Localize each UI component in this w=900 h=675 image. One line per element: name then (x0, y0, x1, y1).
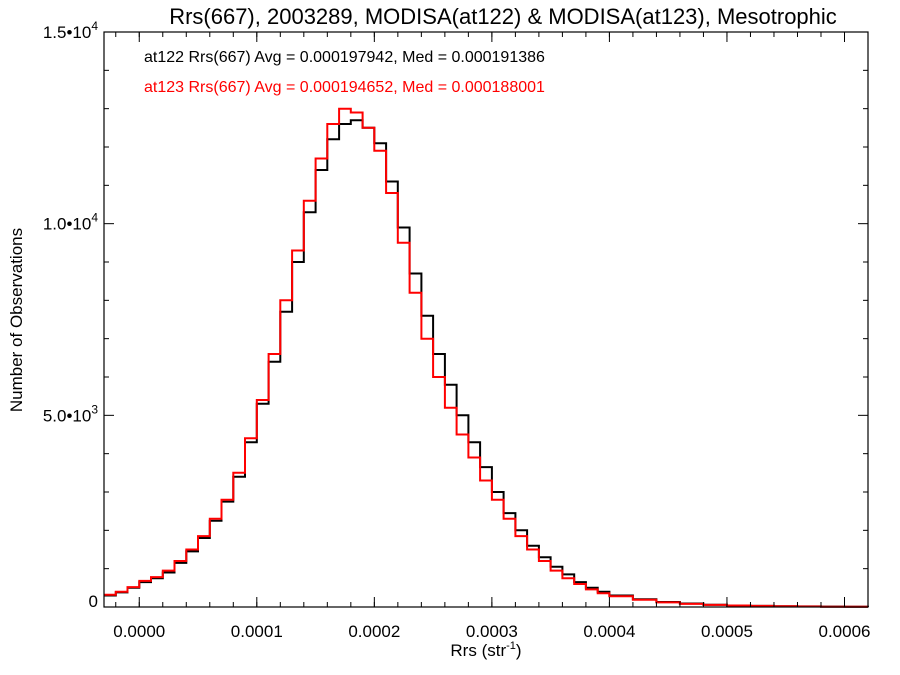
y-tick-label-base-1: 5.0•10 (43, 406, 92, 425)
y-tick-label-exponent-1: 3 (91, 402, 98, 416)
x-tick-label-0: 0.0000 (113, 622, 165, 641)
y-tick-label-0: 0 (89, 592, 98, 611)
y-tick-label-3: 1.5•104 (43, 19, 99, 42)
x-axis-ticks: 0.0000 0.0001 0.0002 0.0003 0.0004 0.0005 0.00… (113, 32, 870, 641)
x-tick-label-1: 0.0001 (231, 622, 283, 641)
x-tick-label-6: 0.0006 (818, 622, 870, 641)
y-axis-label: Number of Observations (7, 228, 26, 412)
x-axis-label-close: ) (516, 641, 522, 660)
y-tick-label-2: 1.0•104 (43, 211, 99, 234)
series-line-at123 (104, 107, 868, 608)
y-tick-label-exponent-2: 4 (91, 211, 98, 225)
series-annotation-at123: at123 Rrs(667) Avg = 0.000194652, Med = … (144, 79, 545, 96)
y-tick-label-base-2: 1.0•10 (43, 215, 92, 234)
x-tick-label-5: 0.0005 (701, 622, 753, 641)
x-tick-label-2: 0.0002 (348, 622, 400, 641)
y-tick-label-base-3: 1.5•10 (43, 23, 92, 42)
chart-title: Rrs(667), 2003289, MODISA(at122) & MODIS… (169, 4, 837, 29)
y-tick-label-base-0: 0 (89, 592, 98, 611)
plot-frame (103, 31, 869, 608)
series-annotation-at122: at122 Rrs(667) Avg = 0.000197942, Med = … (144, 49, 545, 66)
x-axis-label: Rrs (str-1) (450, 640, 521, 660)
x-axis-label-base: Rrs (str (450, 641, 506, 660)
y-tick-label-exponent-3: 4 (91, 19, 98, 33)
y-tick-label-1: 5.0•103 (43, 402, 99, 425)
x-tick-label-4: 0.0004 (583, 622, 635, 641)
x-tick-label-3: 0.0003 (466, 622, 518, 641)
x-axis-label-superscript: -1 (506, 640, 516, 652)
